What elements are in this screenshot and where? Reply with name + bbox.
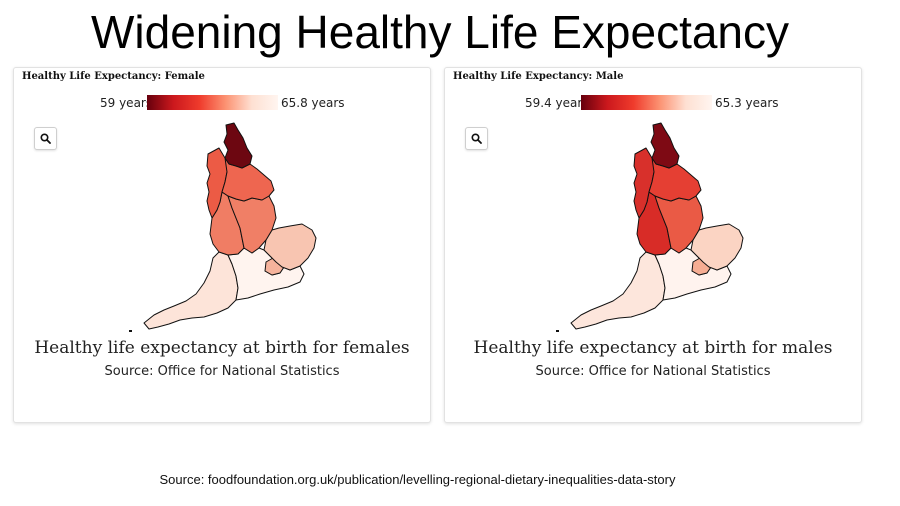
region-north-east[interactable] <box>650 122 680 169</box>
footer-source: Source: foodfoundation.org.uk/publicatio… <box>159 472 676 487</box>
region-east[interactable] <box>690 223 744 271</box>
panel-title: Healthy Life Expectancy: Female <box>22 71 205 82</box>
map-caption: Healthy life expectancy at birth for fem… <box>34 338 410 358</box>
zoom-button[interactable] <box>465 127 488 150</box>
legend-max-label: 65.3 years <box>715 96 779 110</box>
male-map-panel: Healthy Life Expectancy: Male 59.4 years… <box>444 67 862 423</box>
england-region-map <box>129 122 317 332</box>
island-marker <box>556 330 559 332</box>
color-legend-bar <box>147 95 278 110</box>
search-icon <box>471 133 482 144</box>
map-caption: Healthy life expectancy at birth for mal… <box>473 338 833 358</box>
legend-min-label: 59 years <box>100 96 153 110</box>
region-south-west[interactable] <box>143 251 239 330</box>
map-source: Source: Office for National Statistics <box>104 364 340 379</box>
england-region-map <box>556 122 744 332</box>
zoom-button[interactable] <box>34 127 57 150</box>
legend-max-label: 65.8 years <box>281 96 345 110</box>
region-east[interactable] <box>263 223 317 271</box>
map-source: Source: Office for National Statistics <box>535 364 771 379</box>
panel-title: Healthy Life Expectancy: Male <box>453 71 624 82</box>
island-marker <box>129 330 132 332</box>
legend-min-label: 59.4 years <box>525 96 589 110</box>
color-legend-bar <box>581 95 712 110</box>
page-title: Widening Healthy Life Expectancy <box>90 6 790 58</box>
search-icon <box>40 133 51 144</box>
region-south-west[interactable] <box>570 251 666 330</box>
female-map-panel: Healthy Life Expectancy: Female 59 years… <box>13 67 431 423</box>
region-north-east[interactable] <box>223 122 253 169</box>
